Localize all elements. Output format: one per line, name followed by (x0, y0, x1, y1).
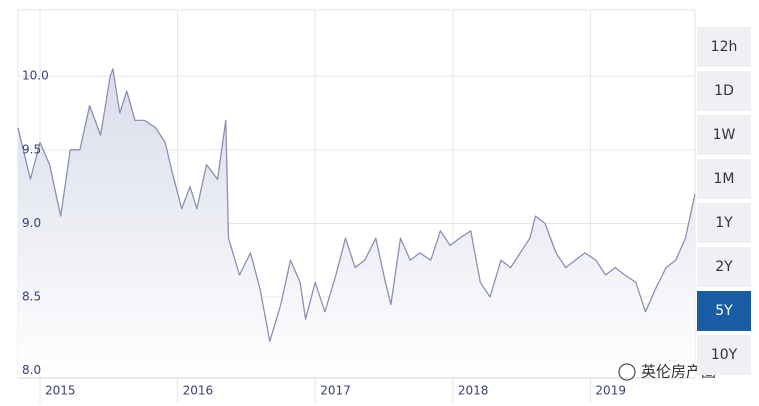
y-tick-label: 9.0 (22, 216, 41, 230)
range-button[interactable]: 10Y (697, 335, 751, 375)
range-button[interactable]: 2Y (697, 247, 751, 287)
y-tick-label: 8.5 (22, 290, 41, 304)
y-tick-label: 8.0 (22, 363, 41, 377)
x-tick-label: 2015 (45, 384, 76, 398)
line (17, 68, 696, 342)
y-tick-label: 10.0 (22, 69, 49, 83)
range-button[interactable]: 1Y (697, 203, 751, 243)
x-tick-label: 2018 (458, 384, 489, 398)
range-button[interactable]: 1W (697, 115, 751, 155)
range-button[interactable]: 1D (697, 71, 751, 111)
axis: 8.0 8.5 9.0 9.5 10.0 2015 2016 2017 2018 2019 (18, 69, 695, 398)
area (18, 68, 695, 379)
range-button[interactable]: 1M (697, 159, 751, 199)
range-button[interactable]: 12h (697, 27, 751, 67)
x-tick-label: 2017 (320, 384, 351, 398)
x-tick-label: 2016 (183, 384, 214, 398)
y-tick-label: 9.5 (22, 142, 41, 156)
plot (17, 68, 696, 379)
x-tick-label: 2019 (595, 384, 626, 398)
range-button[interactable]: 5Y (697, 291, 751, 331)
